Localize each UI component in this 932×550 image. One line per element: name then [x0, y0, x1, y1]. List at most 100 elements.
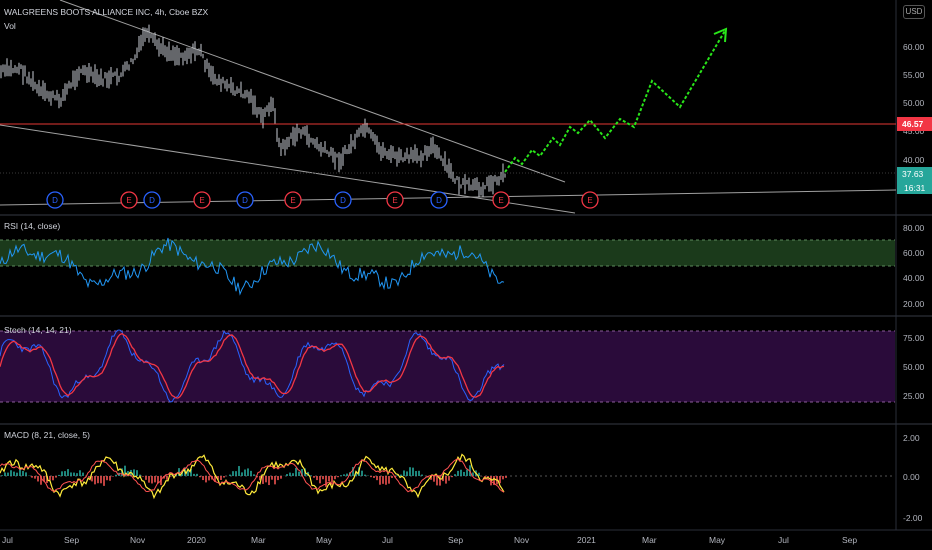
stoch-band: [0, 331, 895, 402]
macd-histogram-bar: [484, 476, 486, 479]
time-label: Sep: [448, 535, 463, 545]
macd-histogram-bar: [454, 474, 456, 476]
macd-histogram-bar: [7, 472, 9, 476]
time-label: Mar: [642, 535, 657, 545]
macd-histogram-bar: [82, 472, 84, 476]
macd-axis[interactable]: 2.00 0.00 -2.00: [903, 433, 923, 523]
earnings-badge[interactable]: E: [492, 191, 510, 209]
macd-histogram-bar: [67, 469, 69, 476]
volume-label[interactable]: Vol: [4, 21, 16, 31]
earnings-badge[interactable]: E: [581, 191, 599, 209]
time-label: May: [709, 535, 726, 545]
macd-histogram-bar: [217, 476, 219, 480]
macd-histogram-bar: [478, 472, 480, 476]
rsi-axis[interactable]: 80.00 60.00 40.00 20.00: [903, 223, 925, 309]
macd-histogram-bar: [166, 476, 168, 480]
time-label: Jul: [2, 535, 13, 545]
macd-histogram-bar: [373, 476, 375, 478]
badge-circle: [386, 191, 404, 209]
time-label: Jul: [778, 535, 789, 545]
macd-histogram-bar: [247, 468, 249, 476]
macd-histogram-bar: [148, 476, 150, 483]
macd-histogram-bar: [208, 476, 210, 481]
badge-circle: [143, 191, 161, 209]
macd-histogram-bar: [298, 471, 300, 476]
upper-trendline[interactable]: [59, 0, 566, 183]
rsi-title[interactable]: RSI (14, close): [4, 221, 60, 231]
macd-histogram-bar: [361, 470, 363, 476]
macd-series: [0, 453, 507, 500]
stoch-axis[interactable]: 75.00 50.00 25.00: [903, 333, 925, 401]
rsi-tick: 20.00: [903, 299, 925, 309]
macd-histogram-bar: [97, 476, 99, 484]
earnings-badge[interactable]: E: [120, 191, 138, 209]
macd-histogram-bar: [421, 474, 423, 476]
dividend-badge[interactable]: D: [334, 191, 352, 209]
macd-histogram-bar: [55, 476, 57, 478]
stoch-series: [0, 329, 505, 403]
dividend-badge[interactable]: D: [236, 191, 254, 209]
macd-histogram-bar: [334, 476, 336, 480]
rsi-tick: 80.00: [903, 223, 925, 233]
macd-histogram-bar: [319, 476, 321, 484]
time-label: Sep: [64, 535, 79, 545]
rsi-tick: 60.00: [903, 248, 925, 258]
price-axis[interactable]: 60.00 55.00 50.00 45.00 40.00: [903, 42, 925, 165]
dividend-badge[interactable]: D: [430, 191, 448, 209]
current-price-label: 37.63: [902, 169, 924, 179]
projection-arrow[interactable]: [504, 27, 728, 173]
macd-signal-line: [0, 458, 505, 493]
macd-histogram-bar: [343, 474, 345, 476]
macd-histogram-bar: [409, 467, 411, 476]
macd-histogram-bar: [301, 468, 303, 476]
symbol-title[interactable]: WALGREENS BOOTS ALLIANCE INC, 4h, Cboe B…: [4, 7, 209, 17]
macd-tick: 0.00: [903, 472, 920, 482]
earnings-badge[interactable]: E: [193, 191, 211, 209]
stoch-title[interactable]: Stoch (14, 14, 21): [4, 325, 72, 335]
time-label: Mar: [251, 535, 266, 545]
macd-histogram-bar: [274, 476, 276, 485]
dividend-badge[interactable]: D: [143, 191, 161, 209]
macd-histogram-bar: [271, 476, 273, 480]
price-tick: 50.00: [903, 98, 925, 108]
lower-trendline[interactable]: [0, 124, 576, 214]
badge-letter: E: [498, 196, 503, 205]
badge-circle: [492, 191, 510, 209]
macd-histogram-bar: [136, 470, 138, 476]
macd-histogram-bar: [430, 476, 432, 480]
macd-title[interactable]: MACD (8, 21, close, 5): [4, 430, 90, 440]
macd-histogram-bar: [322, 476, 324, 480]
badge-circle: [120, 191, 138, 209]
macd-histogram-bar: [22, 471, 24, 476]
macd-histogram-bar: [61, 471, 63, 476]
macd-histogram-bar: [445, 476, 447, 484]
macd-histogram-bar: [127, 471, 129, 476]
macd-tick: -2.00: [903, 513, 923, 523]
macd-histogram-bar: [382, 476, 384, 484]
currency-button[interactable]: USD: [903, 5, 925, 19]
badge-letter: E: [587, 196, 592, 205]
macd-histogram-bar: [277, 476, 279, 481]
badge-circle: [193, 191, 211, 209]
macd-histogram-bar: [403, 470, 405, 476]
macd-histogram-bar: [139, 474, 141, 476]
earnings-badge[interactable]: E: [284, 191, 302, 209]
earnings-badge[interactable]: E: [386, 191, 404, 209]
time-label: Jul: [382, 535, 393, 545]
macd-histogram-bar: [91, 476, 93, 482]
badge-letter: E: [126, 196, 131, 205]
time-label: 2020: [187, 535, 206, 545]
macd-histogram-bar: [64, 471, 66, 476]
macd-histogram-bar: [76, 473, 78, 476]
macd-histogram-bar: [34, 476, 36, 479]
time-axis[interactable]: Jul Sep Nov 2020 Mar May Jul Sep Nov 202…: [2, 535, 857, 545]
macd-histogram-bar: [112, 476, 114, 477]
macd-histogram-bar: [244, 469, 246, 476]
time-label: Nov: [130, 535, 146, 545]
macd-histogram-bar: [385, 476, 387, 485]
macd-histogram-bar: [235, 471, 237, 476]
time-label: Sep: [842, 535, 857, 545]
dividend-badge[interactable]: D: [46, 191, 64, 209]
